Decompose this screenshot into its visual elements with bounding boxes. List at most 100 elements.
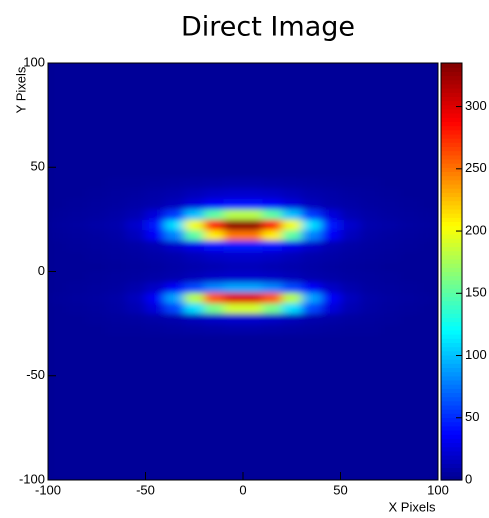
heatmap-cell (107, 146, 127, 157)
heatmap-cell (341, 84, 361, 95)
heatmap-cell (380, 199, 400, 210)
heatmap-cell (204, 136, 224, 147)
heatmap-cell (243, 146, 263, 157)
heatmap-cell (87, 199, 107, 210)
heatmap-cell (243, 428, 263, 439)
heatmap-cell (87, 324, 107, 335)
heatmap-cell (380, 63, 400, 74)
colorbar-swatch (441, 322, 462, 327)
heatmap-cell (204, 365, 224, 376)
heatmap-cell (224, 261, 244, 272)
heatmap-cell (419, 407, 439, 418)
heatmap-cell (380, 73, 400, 84)
heatmap-cell (165, 84, 185, 95)
heatmap-cell (341, 324, 361, 335)
heatmap-cell (87, 397, 107, 408)
heatmap-cell (224, 355, 244, 366)
heatmap-cell (224, 209, 244, 220)
heatmap-cell (224, 115, 244, 126)
heatmap-cell (165, 428, 185, 439)
heatmap-cell (243, 334, 263, 345)
heatmap-cell (321, 386, 341, 397)
colorbar-swatch (441, 117, 462, 122)
heatmap-cell (263, 324, 283, 335)
heatmap-cell (48, 407, 68, 418)
heatmap-cell (204, 219, 224, 230)
heatmap-cell (360, 167, 380, 178)
heatmap-cell (321, 146, 341, 157)
heatmap-cell (165, 63, 185, 74)
heatmap-cell (380, 84, 400, 95)
heatmap-cell (48, 334, 68, 345)
heatmap-cell (107, 470, 127, 481)
colorbar-swatch (441, 238, 462, 243)
heatmap-cell (360, 219, 380, 230)
heatmap-cell (399, 438, 419, 449)
heatmap-cell (282, 167, 302, 178)
heatmap-cell (107, 459, 127, 470)
heatmap-cell (380, 365, 400, 376)
heatmap-cell (48, 115, 68, 126)
chart-title: Direct Image (181, 12, 355, 43)
heatmap-cell (302, 282, 322, 293)
heatmap-cell (263, 84, 283, 95)
heatmap-cell (263, 344, 283, 355)
heatmap-cell (263, 63, 283, 74)
heatmap-cell (302, 115, 322, 126)
heatmap-cell (399, 272, 419, 283)
heatmap-cell (68, 230, 88, 241)
heatmap-cell (321, 282, 341, 293)
heatmap-cell (341, 105, 361, 116)
heatmap-cell (399, 376, 419, 387)
heatmap-cell (263, 365, 283, 376)
heatmap-cell (302, 459, 322, 470)
heatmap-cell (185, 178, 205, 189)
heatmap-cell (282, 386, 302, 397)
heatmap-cell (87, 230, 107, 241)
heatmap-cell (107, 303, 127, 314)
heatmap-cell (48, 459, 68, 470)
heatmap-cell (419, 376, 439, 387)
heatmap-cell (380, 386, 400, 397)
heatmap-cell (185, 115, 205, 126)
heatmap-cell (263, 417, 283, 428)
y-tick-label: -100 (19, 471, 45, 486)
heatmap-cell (302, 136, 322, 147)
heatmap-cell (185, 449, 205, 460)
heatmap-cell (341, 146, 361, 157)
heatmap-cell (87, 428, 107, 439)
heatmap-cell (341, 470, 361, 481)
heatmap-cell (204, 230, 224, 241)
heatmap-cell (165, 126, 185, 137)
colorbar-swatch (441, 246, 462, 251)
heatmap-cell (68, 115, 88, 126)
heatmap-cell (87, 178, 107, 189)
heatmap-cell (146, 417, 166, 428)
heatmap-cell (87, 344, 107, 355)
heatmap-cell (146, 344, 166, 355)
heatmap-cell (204, 146, 224, 157)
colorbar-swatch (441, 326, 462, 331)
heatmap-cell (341, 428, 361, 439)
heatmap-cell (321, 188, 341, 199)
heatmap-cell (380, 334, 400, 345)
heatmap-cell (380, 376, 400, 387)
heatmap-cell (360, 407, 380, 418)
heatmap-cell (282, 355, 302, 366)
heatmap-cell (48, 136, 68, 147)
heatmap-cell (341, 376, 361, 387)
heatmap-cell (360, 376, 380, 387)
heatmap-cell (321, 63, 341, 74)
heatmap-cell (126, 313, 146, 324)
heatmap-cell (399, 449, 419, 460)
colorbar-swatch (441, 392, 462, 397)
heatmap-cell (341, 292, 361, 303)
heatmap-cell (419, 240, 439, 251)
heatmap-cell (224, 157, 244, 168)
heatmap-cell (243, 355, 263, 366)
heatmap-cell (282, 376, 302, 387)
heatmap-cell (126, 324, 146, 335)
heatmap-cell (399, 157, 419, 168)
colorbar-swatch (441, 376, 462, 381)
heatmap-cell (282, 73, 302, 84)
